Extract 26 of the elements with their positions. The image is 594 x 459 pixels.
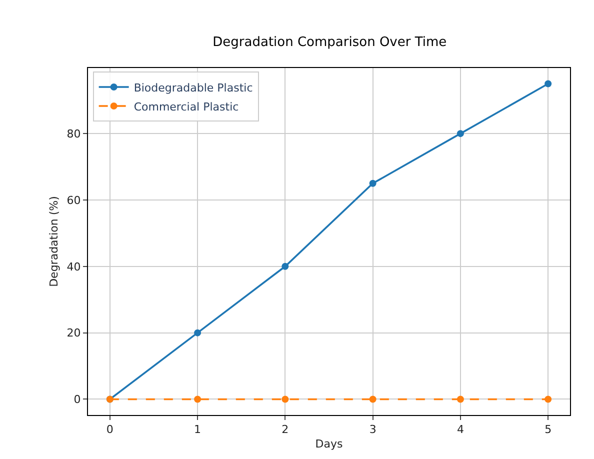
- y-tick-label: 80: [66, 127, 81, 140]
- point: [369, 396, 376, 403]
- x-tick-label: 0: [106, 423, 114, 436]
- y-axis-title: Degradation (%): [47, 196, 60, 287]
- x-tick-label: 5: [544, 423, 552, 436]
- y-tick-label: 60: [66, 194, 81, 207]
- y-tick-label: 0: [74, 393, 81, 406]
- x-axis-title: Days: [315, 437, 343, 450]
- point: [369, 180, 376, 187]
- point: [544, 396, 552, 403]
- y-tick-label: 40: [66, 260, 81, 274]
- point: [282, 262, 289, 270]
- legend-label: Biodegradable Plastic: [134, 81, 253, 94]
- point: [194, 396, 202, 403]
- point: [282, 396, 289, 403]
- x-tick-label: 4: [456, 423, 464, 436]
- point: [456, 130, 464, 138]
- point: [194, 329, 202, 336]
- x-tick-label: 2: [282, 423, 289, 436]
- legend-label: Commercial Plastic: [134, 100, 239, 114]
- chart-title: Degradation Comparison Over Time: [212, 34, 447, 50]
- x-tick-label: 1: [194, 423, 202, 436]
- y-tick-label: 20: [66, 326, 81, 340]
- point: [544, 80, 552, 88]
- point: [456, 396, 464, 403]
- x-tick-label: 3: [369, 423, 376, 436]
